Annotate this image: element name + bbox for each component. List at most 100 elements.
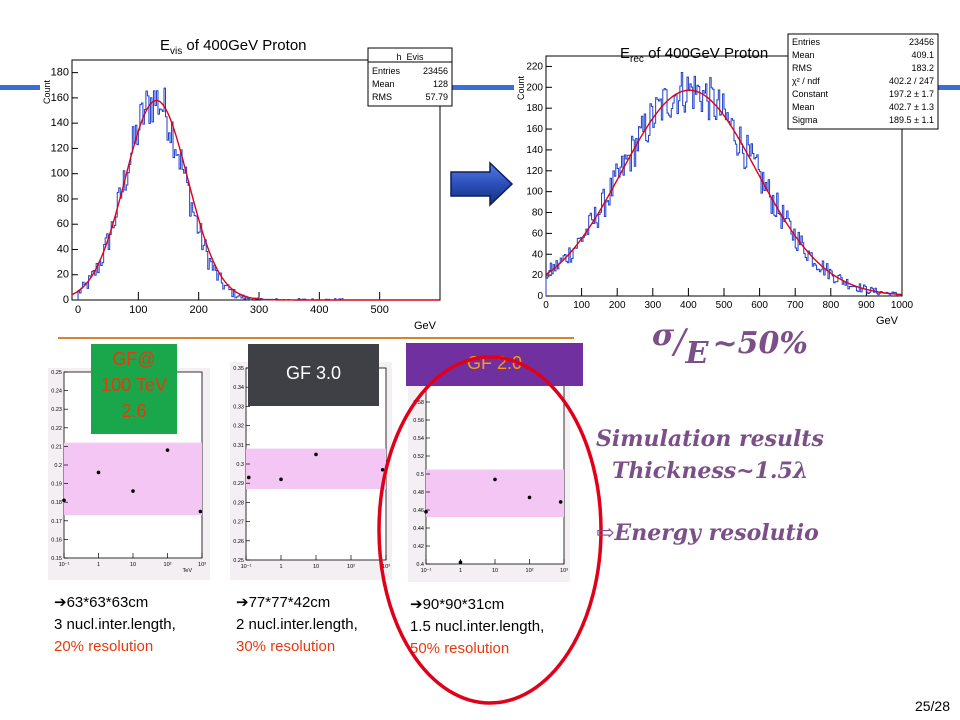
data-point xyxy=(131,489,135,493)
stats-box: Entries 23456 Mean 409.1 RMS 183.2 χ² / ndf 402… xyxy=(787,33,939,130)
formula-approx: ~50% xyxy=(712,326,808,361)
y-tick-label: 200 xyxy=(526,82,543,93)
caption-dims: 77*77*42cm xyxy=(248,594,331,611)
stats-name: h_Evis xyxy=(396,52,424,62)
x-tick-label: 1 xyxy=(459,568,462,574)
y-tick-label: 0.32 xyxy=(233,424,244,430)
label-gf-30-text: GF 3.0 xyxy=(285,363,342,383)
y-tick-label: 0.52 xyxy=(413,454,424,460)
y-tick-label: 120 xyxy=(51,142,69,154)
label-gf-at-value: 2.6 xyxy=(121,401,147,421)
stats-value: 189.5 ± 1.1 xyxy=(889,115,934,125)
y-tick-label: 0.16 xyxy=(51,537,62,543)
formula-sigma: σ xyxy=(652,318,675,353)
x-tick-label: 300 xyxy=(250,304,268,316)
y-tick-label: 80 xyxy=(57,193,69,205)
header-line-right xyxy=(920,85,960,90)
resolution-band xyxy=(426,469,564,518)
y-tick-label: 0.56 xyxy=(413,418,424,424)
fit-curve xyxy=(71,99,440,301)
stats-key: χ² / ndf xyxy=(792,76,820,86)
y-tick-label: 0.31 xyxy=(233,443,244,449)
y-tick-label: 0.22 xyxy=(51,426,62,432)
stats-key: RMS xyxy=(372,92,392,102)
y-tick-label: 0.23 xyxy=(51,407,62,413)
y-tick-label: 0.58 xyxy=(413,400,424,406)
chart-title: Erec of 400GeV Proton xyxy=(620,45,768,65)
caption-gf100: ➔63*63*63cm 3 nucl.inter.length, 20% res… xyxy=(54,592,234,658)
y-tick-label: 0.18 xyxy=(51,500,62,506)
y-tick-label: 0.25 xyxy=(233,558,244,564)
y-tick-label: 0.25 xyxy=(51,370,62,376)
y-tick-label: 100 xyxy=(51,168,69,180)
x-tick-label: 10³ xyxy=(382,564,390,570)
y-tick-label: 0.17 xyxy=(51,519,62,525)
stats-value: 23456 xyxy=(909,37,934,47)
y-tick-label: 60 xyxy=(57,218,69,230)
text-simulation-results: Simulation results xyxy=(596,426,824,452)
right-arrow-icon xyxy=(450,161,514,207)
x-tick-label: 800 xyxy=(822,300,839,311)
x-axis-label: GeV xyxy=(414,320,437,332)
stats-value: 57.79 xyxy=(425,92,448,102)
x-tick-label: 10⁻¹ xyxy=(421,568,432,574)
data-point xyxy=(458,560,463,564)
x-tick-label: 10³ xyxy=(560,568,568,574)
caption-resolution: 50% resolution xyxy=(410,640,510,657)
stats-key: Mean xyxy=(372,79,395,89)
y-tick-label: 0.54 xyxy=(413,436,424,442)
caption-resolution: 30% resolution xyxy=(236,638,336,655)
data-point xyxy=(96,470,101,475)
y-tick-label: 0.34 xyxy=(233,385,244,391)
stats-value: 23456 xyxy=(423,66,448,76)
x-tick-label: 600 xyxy=(751,300,768,311)
y-tick-label: 20 xyxy=(57,269,69,281)
x-tick-label: 10 xyxy=(313,564,319,570)
x-tick-label: 10² xyxy=(526,568,534,574)
y-tick-label: 0.35 xyxy=(233,366,244,372)
data-point xyxy=(424,510,428,514)
y-tick-label: 160 xyxy=(526,124,543,135)
x-tick-label: 10 xyxy=(130,562,136,568)
x-tick-label: 10² xyxy=(164,562,172,568)
stats-key: Entries xyxy=(372,66,401,76)
y-tick-label: 60 xyxy=(532,228,544,239)
data-point xyxy=(314,452,318,457)
caption-gf20: ➔90*90*31cm 1.5 nucl.inter.length, 50% r… xyxy=(410,594,586,660)
y-tick-label: 0.5 xyxy=(416,472,424,478)
y-tick-label: 0.26 xyxy=(233,539,244,545)
formula-resolution: σ/E ~50% xyxy=(652,318,808,371)
caption-length: 3 nucl.inter.length, xyxy=(54,616,176,633)
stats-frame xyxy=(367,47,453,107)
y-tick-label: 40 xyxy=(57,243,69,255)
highlight-ellipse xyxy=(377,355,603,705)
stats-value: 402.2 / 247 xyxy=(889,76,934,86)
stats-box: h_Evis Entries 23456 Mean 128 RMS 57.79 xyxy=(367,47,453,107)
y-tick-label: 0.27 xyxy=(233,520,244,526)
x-tick-label: 200 xyxy=(609,300,626,311)
caption-dims: 63*63*63cm xyxy=(66,594,149,611)
y-tick-label: 0.24 xyxy=(51,389,62,395)
data-point xyxy=(527,495,532,500)
x-tick-label: 0 xyxy=(543,300,549,311)
x-axis-label: TeV xyxy=(183,568,193,574)
x-tick-label: 200 xyxy=(190,304,208,316)
x-tick-label: 10 xyxy=(492,568,498,574)
x-tick-label: 10⁻¹ xyxy=(59,562,70,568)
y-tick-label: 40 xyxy=(532,249,544,260)
label-gf-at: GF@ xyxy=(112,349,156,369)
resolution-band xyxy=(64,442,202,516)
x-tick-label: 900 xyxy=(858,300,875,311)
x-tick-label: 1 xyxy=(279,564,282,570)
x-tick-label: 10³ xyxy=(198,562,206,568)
stats-key: Sigma xyxy=(792,115,818,125)
x-tick-label: 10² xyxy=(347,564,355,570)
page-number: 25/28 xyxy=(914,698,950,714)
y-tick-label: 0.29 xyxy=(233,481,244,487)
y-axis-label: Count xyxy=(516,76,526,101)
x-tick-label: 1 xyxy=(97,562,100,568)
x-tick-label: 500 xyxy=(716,300,733,311)
text-energy-resolution: ⇨Energy resolutio xyxy=(596,520,819,546)
caption-gf30: ➔77*77*42cm 2 nucl.inter.length, 30% res… xyxy=(236,592,406,658)
label-gf-100tev: GF@ 100 TeV 2.6 xyxy=(91,344,177,434)
